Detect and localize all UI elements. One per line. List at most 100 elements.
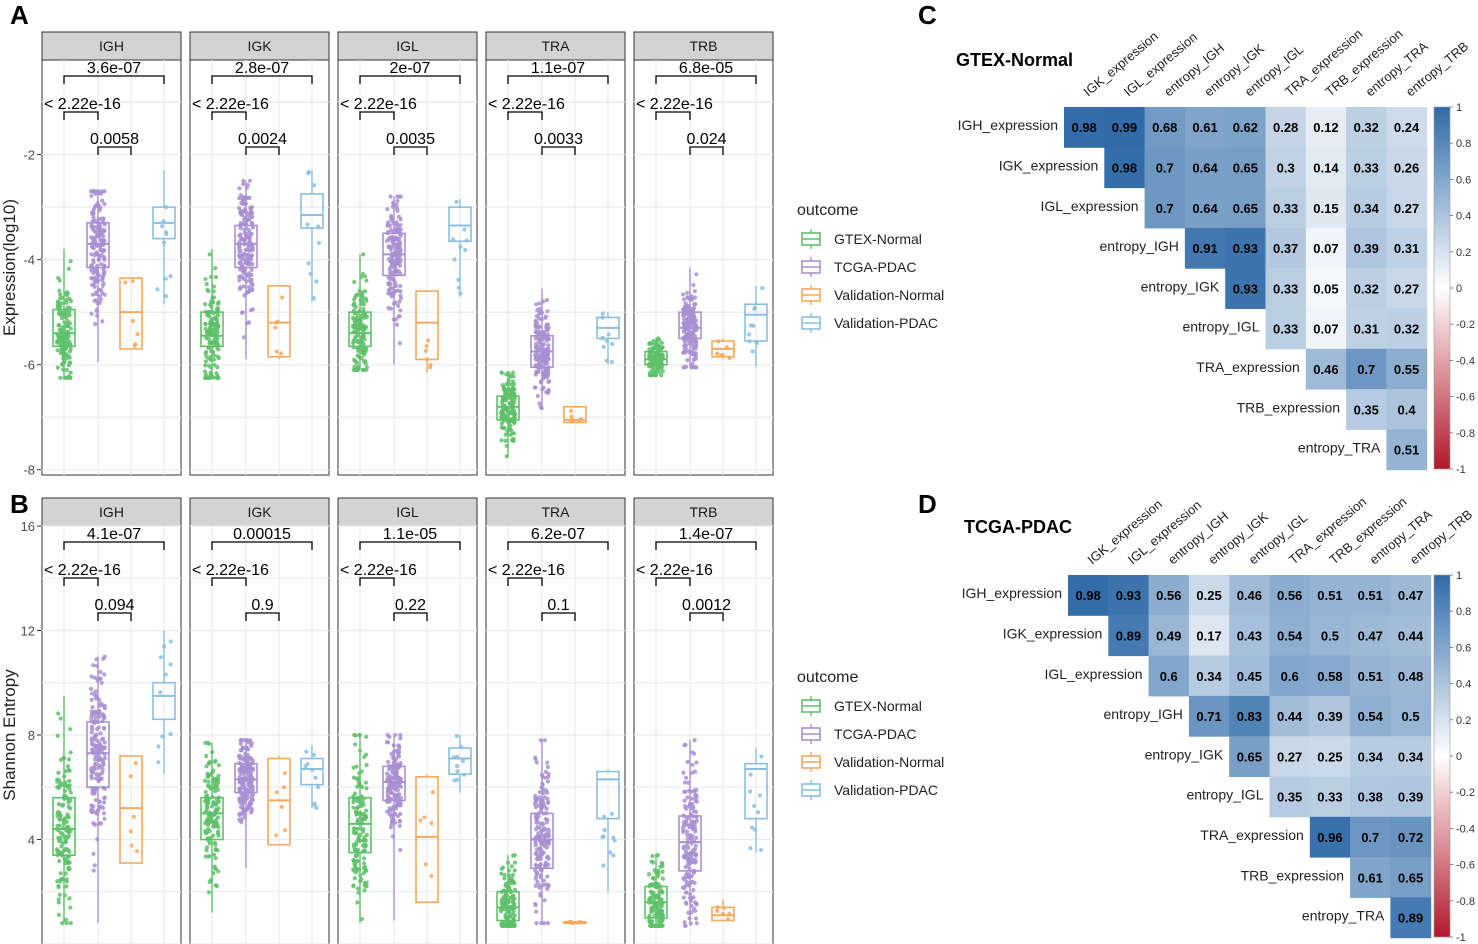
cell-value: 0.83 bbox=[1237, 709, 1262, 724]
cell-value: 0.71 bbox=[1196, 709, 1221, 724]
box-body bbox=[711, 906, 735, 922]
data-point bbox=[535, 356, 541, 362]
data-point bbox=[545, 854, 550, 859]
data-point bbox=[692, 356, 697, 362]
data-point bbox=[393, 242, 398, 248]
data-point bbox=[207, 341, 212, 346]
data-point bbox=[131, 814, 136, 819]
data-point bbox=[362, 844, 368, 849]
heatmap-cell bbox=[1265, 107, 1307, 148]
p-value-label: 0.0058 bbox=[90, 131, 139, 148]
cell-value: 0.37 bbox=[1273, 241, 1298, 256]
data-point bbox=[392, 792, 397, 797]
data-point bbox=[507, 914, 513, 919]
data-point bbox=[385, 793, 390, 798]
facet-strip bbox=[485, 497, 626, 527]
data-point bbox=[533, 883, 538, 888]
heatmap-cell bbox=[1386, 429, 1428, 471]
data-point bbox=[689, 796, 695, 801]
cell-value: 0.51 bbox=[1317, 588, 1342, 603]
facet-strip bbox=[41, 31, 182, 61]
data-point bbox=[506, 407, 511, 412]
data-point bbox=[397, 263, 403, 268]
data-point bbox=[203, 349, 209, 355]
data-point bbox=[390, 257, 395, 262]
data-point bbox=[429, 821, 434, 826]
data-point bbox=[130, 318, 136, 324]
legend-label: TCGA-PDAC bbox=[834, 259, 916, 275]
data-point bbox=[544, 357, 549, 363]
data-point bbox=[163, 276, 168, 281]
data-point bbox=[250, 766, 255, 771]
data-point bbox=[67, 375, 72, 380]
data-point bbox=[352, 862, 358, 868]
heatmap-cell bbox=[1064, 107, 1105, 148]
data-point bbox=[353, 791, 358, 796]
cell-value: 0.27 bbox=[1394, 201, 1419, 216]
data-point bbox=[351, 357, 357, 362]
panel-letter-d: D bbox=[918, 489, 937, 519]
data-point bbox=[91, 215, 96, 220]
data-point bbox=[503, 438, 508, 443]
box-body bbox=[86, 222, 110, 269]
data-point bbox=[534, 873, 539, 879]
data-point bbox=[68, 921, 73, 926]
data-point bbox=[63, 861, 69, 866]
data-point bbox=[545, 799, 551, 805]
box-body bbox=[52, 796, 76, 856]
data-point bbox=[101, 238, 106, 243]
cell-value: 0.35 bbox=[1277, 790, 1302, 805]
data-point bbox=[56, 785, 62, 790]
data-point bbox=[63, 341, 68, 346]
box-body bbox=[348, 796, 372, 854]
data-point bbox=[500, 409, 505, 414]
colorbar-tick-label: 0.8 bbox=[1456, 606, 1471, 618]
data-point bbox=[395, 208, 400, 213]
data-point bbox=[694, 272, 699, 277]
data-point bbox=[97, 763, 102, 768]
data-point bbox=[545, 817, 550, 822]
facet-strip-label: IGH bbox=[99, 38, 124, 54]
data-point bbox=[397, 314, 402, 319]
p-value-label: < 2.22e-16 bbox=[488, 562, 565, 579]
data-point bbox=[545, 779, 551, 784]
data-point bbox=[101, 725, 107, 731]
y-tick-label: 12 bbox=[21, 624, 35, 639]
y-axis-title: Expression(log10) bbox=[0, 199, 19, 336]
p-value-label: 0.22 bbox=[395, 597, 426, 614]
data-point bbox=[694, 760, 699, 765]
data-point bbox=[66, 830, 71, 835]
data-point bbox=[750, 825, 755, 830]
heatmap-cell bbox=[1386, 348, 1428, 390]
data-point bbox=[58, 813, 63, 819]
data-point bbox=[102, 816, 107, 821]
cell-value: 0.45 bbox=[1237, 669, 1262, 684]
data-point bbox=[684, 890, 689, 895]
row-label: TRB_expression bbox=[1237, 399, 1341, 415]
data-point bbox=[55, 814, 60, 819]
data-point bbox=[68, 259, 73, 264]
data-point bbox=[544, 297, 550, 303]
data-point bbox=[682, 780, 688, 785]
heatmap-cell bbox=[1305, 227, 1347, 269]
data-point bbox=[89, 713, 94, 718]
data-point bbox=[498, 909, 504, 914]
data-point bbox=[534, 870, 540, 875]
data-point bbox=[352, 876, 357, 881]
data-point bbox=[212, 789, 218, 794]
data-point bbox=[364, 298, 369, 303]
data-point bbox=[353, 334, 358, 339]
data-point bbox=[692, 295, 698, 300]
data-point bbox=[502, 876, 507, 881]
data-point bbox=[364, 314, 369, 319]
colorbar-tick-label: -1 bbox=[1456, 464, 1466, 476]
data-point bbox=[685, 871, 690, 876]
data-point bbox=[393, 226, 399, 231]
data-point bbox=[64, 877, 69, 882]
data-point bbox=[237, 753, 242, 758]
box-validation-pdac bbox=[448, 734, 472, 793]
data-point bbox=[68, 905, 73, 910]
cell-value: 0.7 bbox=[1361, 830, 1379, 845]
heatmap-cell bbox=[1390, 857, 1432, 898]
data-point bbox=[690, 762, 695, 768]
